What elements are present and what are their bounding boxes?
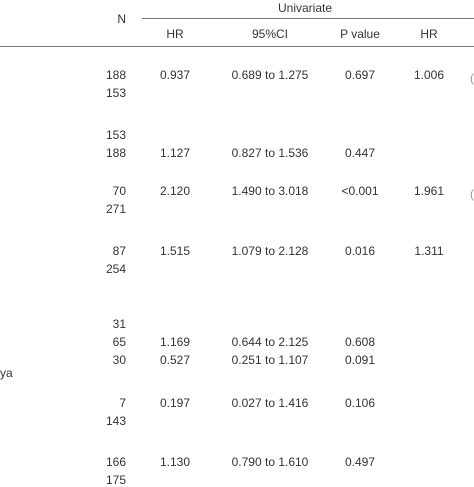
n-column-header: N xyxy=(117,12,126,26)
p-value-cell: 0.697 xyxy=(344,68,376,82)
clipped-edge-glyph: ( xyxy=(470,187,474,201)
truncated-row-label: ya xyxy=(0,366,13,380)
n-cell: 70 xyxy=(112,184,126,198)
n-cell: 87 xyxy=(112,244,126,258)
hr-cell: 1.515 xyxy=(159,244,191,258)
ci-cell: 0.827 to 1.536 xyxy=(231,146,309,160)
n-cell: 153 xyxy=(105,128,126,142)
n-cell: 30 xyxy=(112,353,126,367)
p-value-cell: 0.447 xyxy=(344,146,376,160)
n-cell: 153 xyxy=(105,86,126,100)
hr-cell: 0.527 xyxy=(159,353,191,367)
n-cell: 254 xyxy=(105,262,126,276)
ci-cell: 0.790 to 1.610 xyxy=(231,455,309,469)
univariate-group-header: Univariate xyxy=(277,1,333,15)
ci-cell: 0.251 to 1.107 xyxy=(231,353,309,367)
ci-cell: 0.027 to 1.416 xyxy=(231,396,309,410)
p-value-cell: 0.106 xyxy=(344,396,376,410)
hr-cell: 1.169 xyxy=(159,335,191,349)
ci-cell: 1.079 to 2.128 xyxy=(231,244,309,258)
n-cell: 166 xyxy=(105,455,126,469)
ci-cell: 0.644 to 2.125 xyxy=(231,335,309,349)
n-cell: 188 xyxy=(105,68,126,82)
ci-column-header: 95%CI xyxy=(251,27,289,41)
n-cell: 143 xyxy=(105,414,126,428)
hr-column-header: HR xyxy=(166,27,184,41)
hr-cell: 0.937 xyxy=(159,68,191,82)
header-bottom-rule xyxy=(0,46,474,47)
hr-cell: 1.127 xyxy=(159,146,191,160)
n-cell: 31 xyxy=(112,317,126,331)
multivariate-hr-cell: 1.006 xyxy=(413,68,445,82)
ci-cell: 1.490 to 3.018 xyxy=(231,184,309,198)
n-cell: 175 xyxy=(105,473,126,487)
group-header-underline xyxy=(142,18,474,19)
p-value-cell: 0.016 xyxy=(344,244,376,258)
ci-cell: 0.689 to 1.275 xyxy=(231,68,309,82)
hr-cell: 2.120 xyxy=(159,184,191,198)
p-value-cell: 0.091 xyxy=(344,353,376,367)
multivariate-hr-cell: 1.961 xyxy=(413,184,445,198)
clipped-edge-glyph: ( xyxy=(470,71,474,85)
p-value-cell: 0.497 xyxy=(344,455,376,469)
p-value-cell: <0.001 xyxy=(341,184,379,198)
n-cell: 7 xyxy=(119,396,126,410)
multivariate-hr-column-header: HR xyxy=(420,27,438,41)
multivariate-hr-cell: 1.311 xyxy=(414,244,444,258)
hr-cell: 0.197 xyxy=(159,396,191,410)
p-value-column-header: P value xyxy=(340,27,380,41)
n-cell: 188 xyxy=(105,146,126,160)
n-cell: 65 xyxy=(112,335,126,349)
p-value-cell: 0.608 xyxy=(344,335,376,349)
hr-cell: 1.130 xyxy=(159,455,191,469)
n-cell: 271 xyxy=(105,202,126,216)
